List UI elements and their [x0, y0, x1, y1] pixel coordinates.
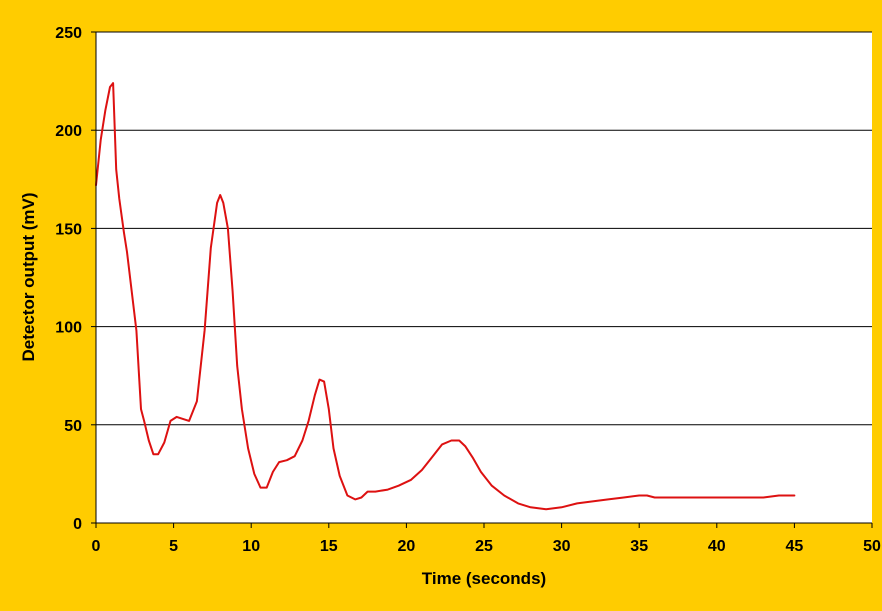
x-tick-label-10: 10: [242, 538, 260, 555]
y-tick-label-150: 150: [55, 221, 82, 238]
x-tick-label-25: 25: [475, 538, 493, 555]
x-tick-label-45: 45: [786, 538, 804, 555]
x-tick-label-5: 5: [169, 538, 178, 555]
series-group: [95, 82, 796, 511]
y-tick-label-200: 200: [55, 123, 82, 140]
x-tick-label-15: 15: [320, 538, 338, 555]
y-tick-label-50: 50: [64, 418, 82, 435]
x-tick-label-0: 0: [92, 538, 101, 555]
y-tick-label-250: 250: [55, 25, 82, 42]
series-line-0: [95, 82, 796, 511]
gridlines: [96, 31, 872, 426]
x-axis-title: Time (seconds): [422, 569, 546, 588]
x-tick-label-50: 50: [863, 538, 881, 555]
x-tick-label-40: 40: [708, 538, 726, 555]
x-tick-label-20: 20: [398, 538, 416, 555]
y-tick-label-100: 100: [55, 320, 82, 337]
axes: [91, 31, 873, 528]
x-tick-labels: 0 5 10 15 20 25 30 35 40 45 50: [92, 538, 881, 555]
x-tick-label-30: 30: [553, 538, 571, 555]
y-tick-label-0: 0: [73, 516, 82, 533]
y-axis-title: Detector output (mV): [19, 192, 38, 361]
x-tick-label-35: 35: [630, 538, 648, 555]
plot-area: [96, 32, 872, 523]
y-tick-labels: 0 50 100 150 200 250: [55, 25, 82, 533]
